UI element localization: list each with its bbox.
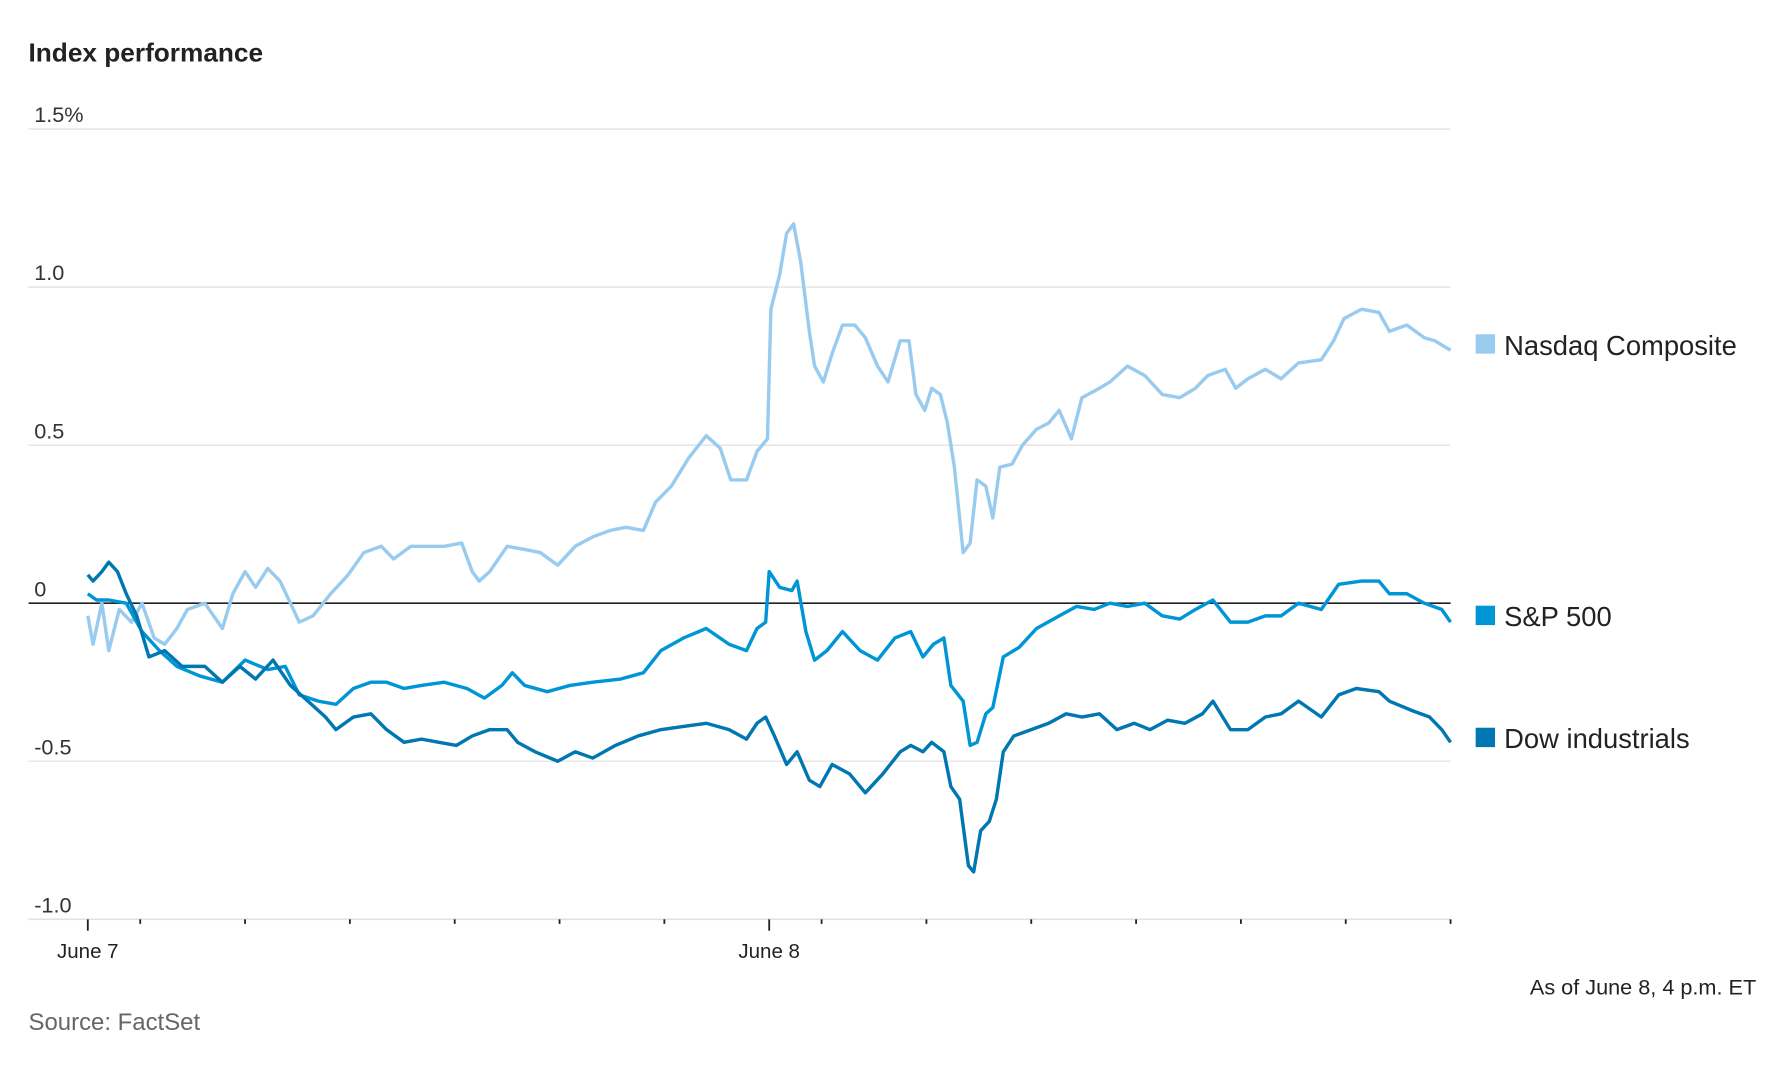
legend-swatch xyxy=(1475,605,1496,626)
source-note: Source: FactSet xyxy=(29,1009,201,1036)
series-line-s-p-500 xyxy=(86,569,1452,748)
legend: Nasdaq Composite S&P 500 Dow industrials xyxy=(1475,330,1737,754)
y-tick-label: -0.5 xyxy=(34,734,71,759)
x-tick-label: June 8 xyxy=(738,940,800,963)
chart-title: Index performance xyxy=(29,38,264,68)
series-line-nasdaq-composite xyxy=(86,222,1452,653)
legend-label: Nasdaq Composite xyxy=(1504,330,1737,361)
y-tick-label: 1.5% xyxy=(34,102,83,127)
x-tick-label: June 7 xyxy=(57,940,119,963)
y-tick-label: 1.0 xyxy=(34,260,64,285)
legend-swatch xyxy=(1475,334,1496,354)
legend-label: Dow industrials xyxy=(1504,723,1690,754)
gridlines: 1.5% 1.0 0.5 0 -0.5 -1.0 xyxy=(28,102,1451,917)
y-tick-label: -1.0 xyxy=(34,892,71,917)
y-tick-label: 0.5 xyxy=(34,418,64,443)
y-tick-label: 0 xyxy=(34,576,46,601)
series-lines xyxy=(86,222,1452,874)
legend-swatch xyxy=(1475,727,1496,748)
legend-label: S&P 500 xyxy=(1504,601,1612,632)
as-of-note: As of June 8, 4 p.m. ET xyxy=(1530,975,1756,1000)
series-line-dow-industrials xyxy=(86,560,1452,874)
x-axis: June 7 June 8 xyxy=(28,918,1452,963)
